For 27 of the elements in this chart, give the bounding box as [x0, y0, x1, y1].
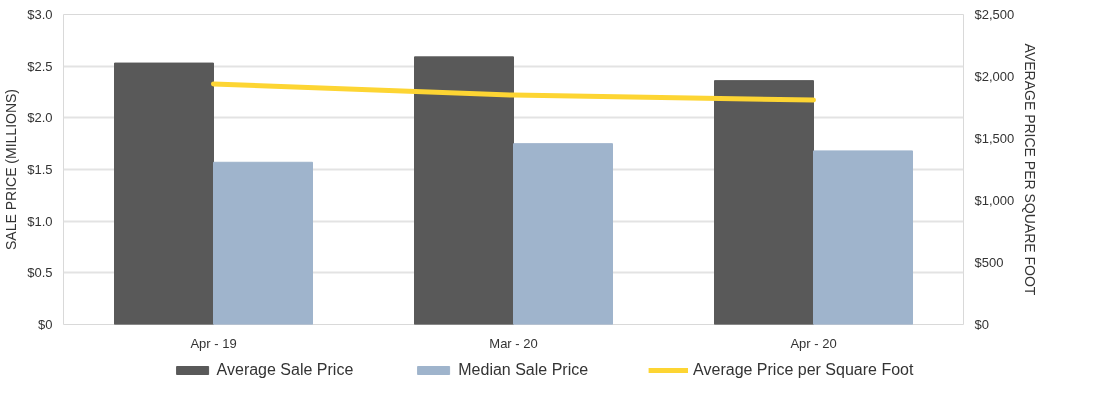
y2-axis-title: AVERAGE PRICE PER SQUARE FOOT	[1022, 43, 1039, 296]
y-tick-label: $1.0	[27, 213, 53, 229]
y-tick-label: $0	[38, 317, 53, 332]
y-tick-label: $1.5	[27, 162, 53, 177]
bar	[414, 56, 514, 325]
bar	[213, 161, 313, 325]
y2-tick-label: $1,500	[974, 131, 1015, 146]
legend-label: Average Price per Square Foot	[693, 361, 914, 379]
y-tick-label: $2.0	[27, 110, 53, 126]
legend-label: Median Sale Price	[458, 361, 589, 379]
legend-label: Average Sale Price	[216, 361, 354, 379]
x-tick-label: Apr - 19	[190, 335, 237, 351]
y-tick-label: $0.5	[27, 265, 53, 281]
x-tick-label: Apr - 20	[790, 335, 837, 351]
y2-tick-label: $1,000	[974, 193, 1015, 208]
x-tick-label: Mar - 20	[489, 335, 538, 351]
y-tick-label: $2.5	[27, 58, 53, 74]
y2-tick-label: $500	[974, 255, 1004, 270]
y2-tick-label: $2,000	[974, 69, 1015, 84]
bar	[513, 143, 613, 325]
y2-tick-label: $0	[974, 317, 989, 332]
bar	[114, 62, 214, 325]
bar	[813, 150, 913, 325]
y-tick-label: $3.0	[27, 7, 53, 22]
bar	[714, 80, 814, 325]
y2-tick-label: $2,500	[974, 7, 1015, 22]
y-axis-title: SALE PRICE (MILLIONS)	[3, 88, 20, 251]
